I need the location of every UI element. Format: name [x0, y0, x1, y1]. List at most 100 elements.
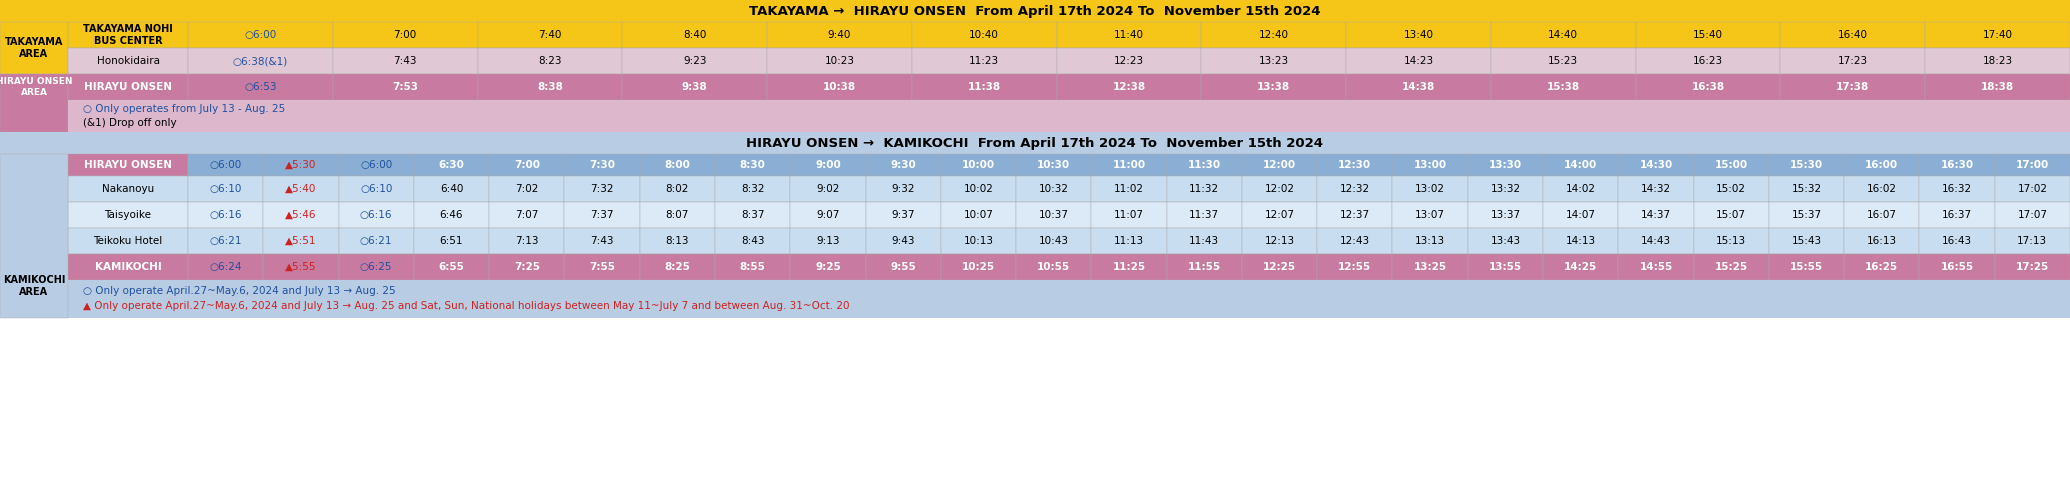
Bar [1995, 202, 2070, 228]
Text: 7:37: 7:37 [590, 210, 615, 220]
Text: 7:25: 7:25 [513, 262, 540, 272]
Bar [188, 228, 263, 254]
Bar [565, 228, 640, 254]
Bar [1016, 228, 1091, 254]
Bar [414, 154, 489, 176]
Bar [1619, 176, 1693, 202]
Text: 11:55: 11:55 [1188, 262, 1221, 272]
Bar [263, 154, 339, 176]
Bar [1016, 176, 1091, 202]
Text: ▲5:30: ▲5:30 [286, 160, 317, 170]
Text: 6:30: 6:30 [439, 160, 464, 170]
Text: 10:07: 10:07 [963, 210, 994, 220]
Text: (&1) Drop off only: (&1) Drop off only [83, 118, 176, 128]
Bar [68, 100, 2070, 132]
Bar [1242, 176, 1317, 202]
Bar [1167, 202, 1242, 228]
Bar [1242, 202, 1317, 228]
Bar [1844, 228, 1919, 254]
Text: 12:55: 12:55 [1339, 262, 1372, 272]
Text: 10:40: 10:40 [969, 30, 1000, 40]
Text: KAMIKOCHI
AREA: KAMIKOCHI AREA [2, 275, 64, 297]
Bar [1844, 176, 1919, 202]
Text: 8:37: 8:37 [741, 210, 764, 220]
Bar [333, 22, 478, 48]
Bar [940, 154, 1016, 176]
Bar [1542, 254, 1619, 280]
Text: 13:43: 13:43 [1490, 236, 1521, 246]
Text: ○6:10: ○6:10 [209, 184, 242, 194]
Text: 15:00: 15:00 [1714, 160, 1747, 170]
Bar [865, 228, 940, 254]
Text: ○6:38(&1): ○6:38(&1) [232, 56, 288, 66]
Text: ○6:10: ○6:10 [360, 184, 393, 194]
Bar [414, 202, 489, 228]
Text: 12:38: 12:38 [1112, 82, 1145, 92]
Bar [478, 74, 623, 100]
Bar [1468, 254, 1542, 280]
Bar [263, 254, 339, 280]
Text: 7:53: 7:53 [391, 82, 418, 92]
Text: 15:43: 15:43 [1791, 236, 1822, 246]
Text: 13:23: 13:23 [1259, 56, 1290, 66]
Bar [1393, 254, 1468, 280]
Text: HIRAYU ONSEN →  KAMIKOCHI  From April 17th 2024 To  November 15th 2024: HIRAYU ONSEN → KAMIKOCHI From April 17th… [747, 137, 1323, 150]
Bar [489, 176, 565, 202]
Text: 7:30: 7:30 [590, 160, 615, 170]
Text: ○6:25: ○6:25 [360, 262, 393, 272]
Text: 12:30: 12:30 [1339, 160, 1372, 170]
Bar [339, 202, 414, 228]
Bar [1201, 22, 1346, 48]
Text: 7:07: 7:07 [515, 210, 538, 220]
Bar [1995, 228, 2070, 254]
Text: 9:13: 9:13 [816, 236, 840, 246]
Text: 10:00: 10:00 [963, 160, 996, 170]
Text: 9:00: 9:00 [816, 160, 840, 170]
Bar [1693, 176, 1770, 202]
Text: 14:07: 14:07 [1565, 210, 1596, 220]
Text: 17:23: 17:23 [1838, 56, 1867, 66]
Text: 9:02: 9:02 [816, 184, 840, 194]
Text: 7:43: 7:43 [393, 56, 416, 66]
Text: 9:25: 9:25 [816, 262, 840, 272]
Text: 14:25: 14:25 [1565, 262, 1598, 272]
Bar [1346, 48, 1490, 74]
Text: Nakanoyu: Nakanoyu [101, 184, 153, 194]
Text: ○6:00: ○6:00 [209, 160, 242, 170]
Text: 9:40: 9:40 [828, 30, 851, 40]
Bar [1393, 154, 1468, 176]
Bar [1844, 154, 1919, 176]
Bar [0, 132, 2070, 154]
Text: 13:40: 13:40 [1403, 30, 1435, 40]
Text: 17:07: 17:07 [2018, 210, 2047, 220]
Bar [565, 202, 640, 228]
Text: 15:02: 15:02 [1716, 184, 1747, 194]
Bar [865, 254, 940, 280]
Text: 10:38: 10:38 [824, 82, 857, 92]
Bar [640, 202, 714, 228]
Text: 11:00: 11:00 [1112, 160, 1145, 170]
Text: 18:23: 18:23 [1983, 56, 2012, 66]
Text: 12:43: 12:43 [1339, 236, 1370, 246]
Bar [263, 228, 339, 254]
Text: 16:25: 16:25 [1865, 262, 1898, 272]
Text: 16:13: 16:13 [1867, 236, 1896, 246]
Bar [1542, 228, 1619, 254]
Bar [1091, 228, 1167, 254]
Bar [714, 202, 791, 228]
Text: 12:07: 12:07 [1265, 210, 1294, 220]
Text: 16:55: 16:55 [1940, 262, 1973, 272]
Bar [1770, 202, 1844, 228]
Text: KAMIKOCHI: KAMIKOCHI [95, 262, 161, 272]
Text: 13:32: 13:32 [1490, 184, 1521, 194]
Text: 14:00: 14:00 [1565, 160, 1598, 170]
Bar [68, 202, 188, 228]
Text: 7:55: 7:55 [590, 262, 615, 272]
Bar [1770, 254, 1844, 280]
Text: 8:23: 8:23 [538, 56, 561, 66]
Text: 14:40: 14:40 [1548, 30, 1577, 40]
Text: 10:30: 10:30 [1037, 160, 1070, 170]
Bar [1844, 254, 1919, 280]
Bar [414, 176, 489, 202]
Text: 11:37: 11:37 [1190, 210, 1219, 220]
